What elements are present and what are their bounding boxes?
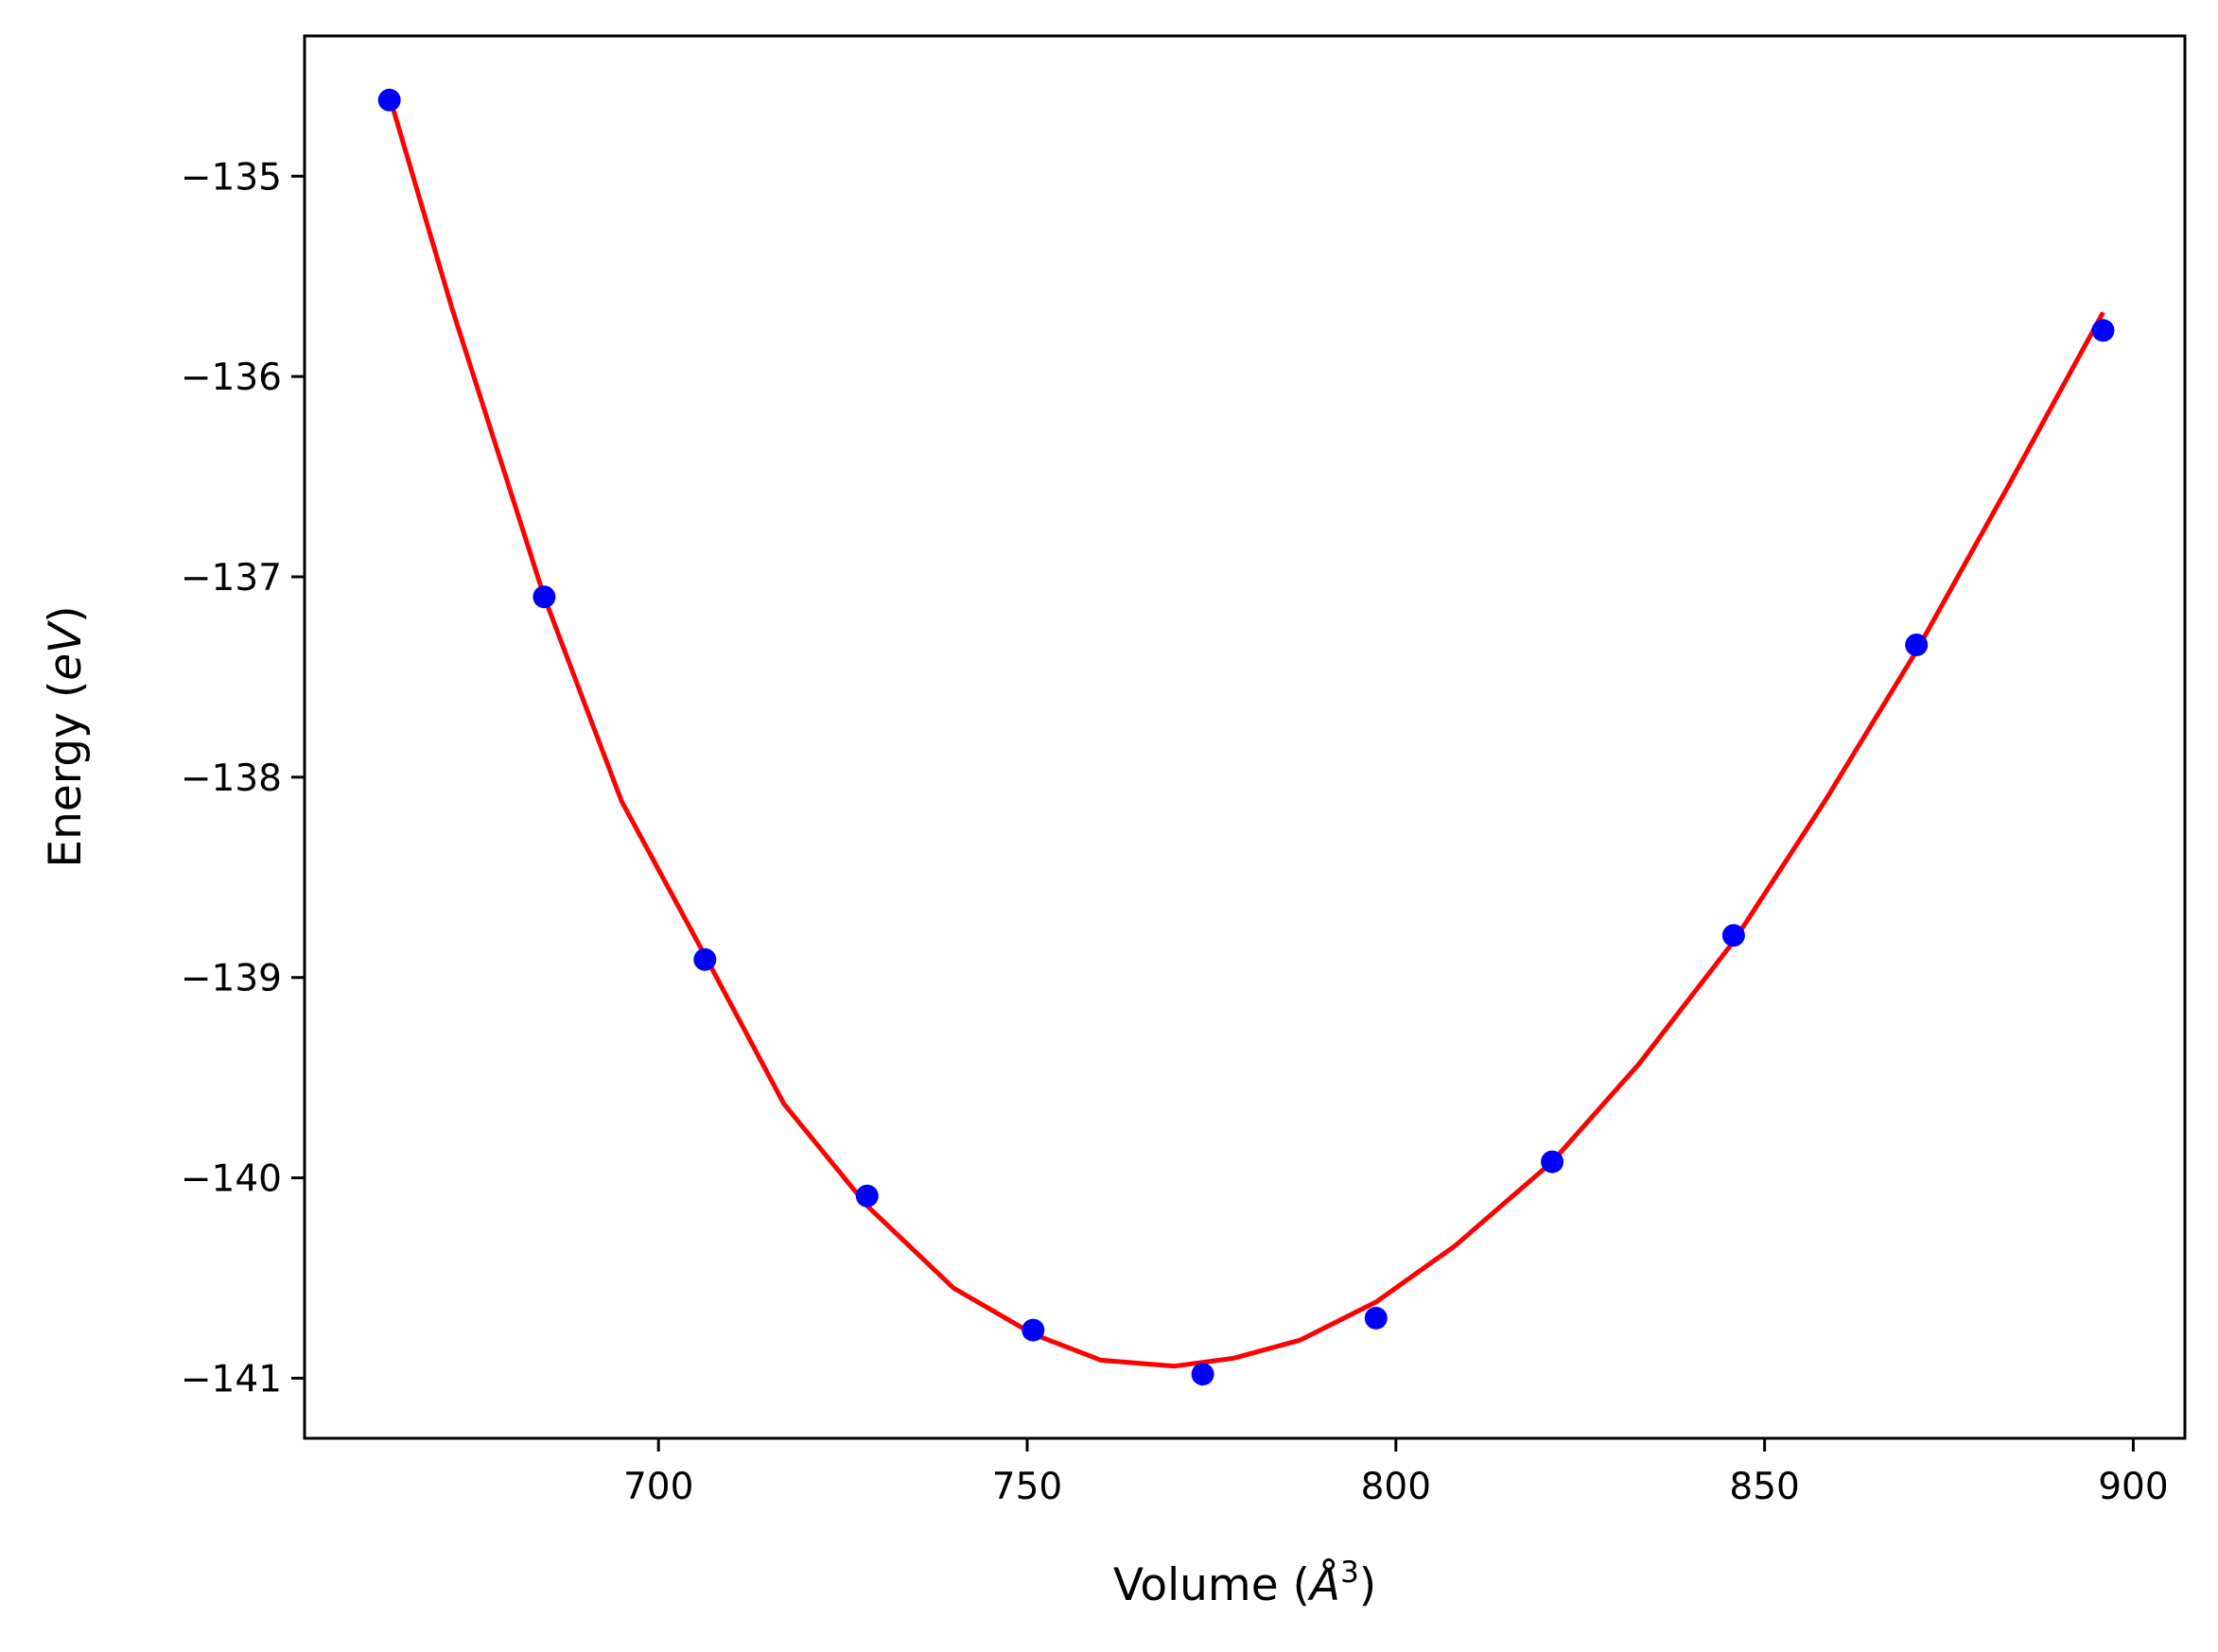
fit-curve [387, 95, 2105, 1369]
y-tick-label: −140 [181, 1158, 282, 1201]
data-point [1364, 1306, 1388, 1330]
x-axis-ticks: 700 750 800 850 900 [623, 1438, 2169, 1508]
x-tick-label: 800 [1361, 1466, 1431, 1508]
data-point [855, 1184, 879, 1208]
y-tick-label: −136 [181, 356, 282, 399]
x-tick-label: 900 [2098, 1466, 2168, 1508]
data-point [1541, 1150, 1564, 1174]
fit-curve-layer [387, 95, 2105, 1369]
y-tick-label: −141 [181, 1358, 282, 1400]
y-tick-label: −135 [181, 156, 282, 199]
y-tick-label: −137 [181, 557, 282, 600]
plot-frame [303, 34, 2187, 1440]
x-tick-label: 850 [1729, 1466, 1799, 1508]
y-axis-title: Energy (eV) [40, 605, 92, 867]
y-tick-label: −138 [181, 757, 282, 800]
data-point [693, 948, 717, 971]
data-point [533, 585, 556, 609]
data-point [1721, 924, 1745, 948]
data-point [1191, 1363, 1214, 1386]
plot-area [305, 36, 2185, 1438]
x-tick-label: 700 [623, 1466, 693, 1508]
y-axis-ticks: −135 −136 −137 −138 −139 −140 −141 [181, 156, 305, 1400]
data-points-layer [377, 88, 2115, 1386]
x-tick-label: 750 [992, 1466, 1062, 1508]
y-tick-label: −139 [181, 958, 282, 1000]
data-point [1022, 1318, 1045, 1342]
data-point [1905, 634, 1929, 656]
data-point [377, 88, 401, 112]
x-axis-title: Volume (Å3) [1113, 1556, 1376, 1611]
data-point [2091, 319, 2115, 342]
